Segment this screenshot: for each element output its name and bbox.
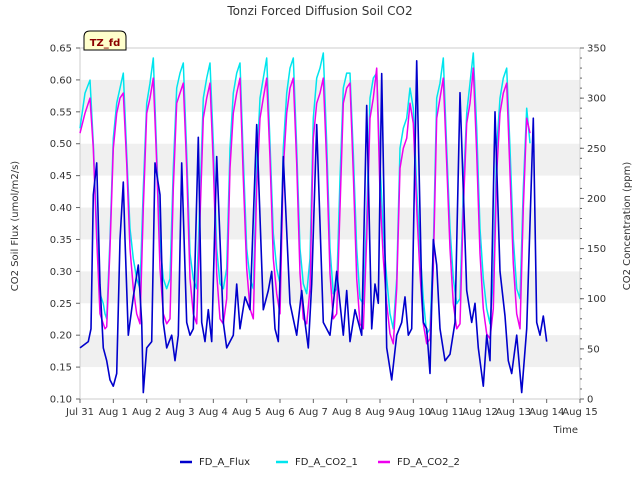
left-tick-label: 0.50 <box>50 139 72 150</box>
left-tick-label: 0.35 <box>50 235 72 246</box>
right-tick-label: 250 <box>587 144 606 155</box>
x-tick-label: Jul 31 <box>65 407 94 418</box>
site-badge-label: TZ_fd <box>90 38 121 49</box>
left-tick-label: 0.40 <box>50 203 72 214</box>
x-tick-label: Aug 15 <box>562 407 597 418</box>
left-tick-label: 0.15 <box>50 363 72 374</box>
left-tick-label: 0.55 <box>50 107 72 118</box>
right-tick-label: 200 <box>587 194 606 205</box>
x-tick-label: Aug 8 <box>332 407 361 418</box>
x-tick-label: Aug 4 <box>199 407 228 418</box>
right-tick-label: 150 <box>587 244 606 255</box>
left-tick-label: 0.25 <box>50 299 72 310</box>
x-tick-label: Aug 12 <box>462 407 497 418</box>
x-tick-label: Aug 6 <box>265 407 294 418</box>
legend-label: FD_A_CO2_2 <box>397 457 460 468</box>
left-tick-label: 0.65 <box>50 44 72 55</box>
x-axis: Jul 31 Aug 1 Aug 2 Aug 3 Aug 4 Aug 5 Aug 6 Aug … <box>65 399 598 418</box>
legend-label: FD_A_Flux <box>199 457 250 468</box>
series-layer <box>79 52 548 394</box>
right-axis-label: CO2 Concentration (ppm) <box>622 162 633 291</box>
x-tick-label: Aug 3 <box>165 407 194 418</box>
left-axis: 0.10 0.15 0.20 0.25 0.30 0.35 0.40 0.45 0.50 0.55… <box>50 44 80 406</box>
x-tick-label: Aug 14 <box>529 407 564 418</box>
site-badge-box <box>83 30 127 51</box>
left-tick-label: 0.10 <box>50 395 72 406</box>
x-tick-label: Aug 7 <box>299 407 328 418</box>
series-line-fd-a-flux <box>79 59 548 394</box>
left-tick-label: 0.45 <box>50 171 72 182</box>
x-tick-label: Aug 2 <box>132 407 161 418</box>
right-tick-label: 50 <box>587 344 600 355</box>
legend-label: FD_A_CO2_1 <box>295 457 358 468</box>
left-tick-label: 0.30 <box>50 267 72 278</box>
right-tick-label: 100 <box>587 294 606 305</box>
left-tick-label: 0.60 <box>50 75 72 86</box>
grid-band <box>80 335 580 368</box>
x-tick-label: Aug 9 <box>365 407 394 418</box>
x-tick-label: Aug 10 <box>396 407 431 418</box>
legend: FD_A_Flux FD_A_CO2_1 FD_A_CO2_2 <box>180 457 460 468</box>
right-tick-label: 300 <box>587 94 606 105</box>
chart-title: Tonzi Forced Diffusion Soil CO2 <box>226 4 412 18</box>
plot-frame <box>79 47 581 400</box>
right-axis: 0 50 100 150 200 250 300 350 <box>580 44 606 406</box>
x-tick-label: Aug 11 <box>429 407 464 418</box>
x-tick-label: Aug 5 <box>232 407 261 418</box>
grid-band <box>80 79 580 112</box>
right-tick-label: 350 <box>587 44 606 55</box>
right-tick-label: 0 <box>587 395 593 406</box>
x-tick-label: Aug 1 <box>99 407 128 418</box>
left-tick-label: 0.20 <box>50 331 72 342</box>
left-axis-label: CO2 Soil Flux (umol/m2/s) <box>10 161 21 291</box>
x-axis-label: Time <box>553 425 578 436</box>
site-badge: TZ_fd <box>83 30 127 51</box>
x-tick-label: Aug 13 <box>496 407 531 418</box>
